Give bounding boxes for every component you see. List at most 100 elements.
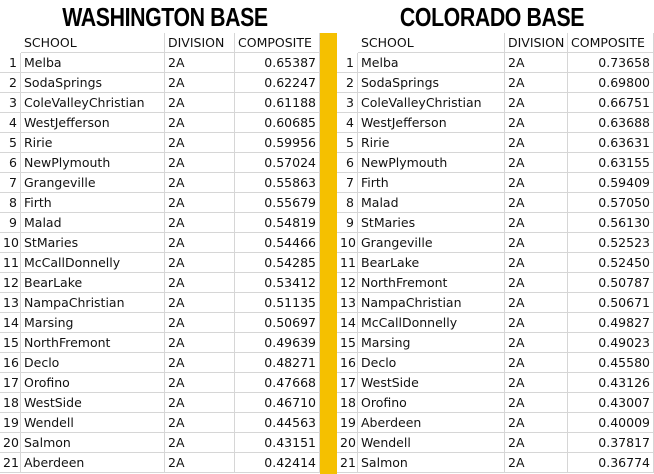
- composite: 0.59409: [568, 173, 654, 193]
- rank: 2: [337, 73, 358, 93]
- division: 2A: [505, 453, 568, 473]
- composite: 0.52450: [568, 253, 654, 273]
- composite: 0.73658: [568, 53, 654, 73]
- composite: 0.43126: [568, 373, 654, 393]
- school: WestJefferson: [358, 113, 505, 133]
- school: McCallDonnelly: [21, 253, 165, 273]
- school: SodaSprings: [358, 73, 505, 93]
- division: 2A: [165, 133, 235, 153]
- composite: 0.54285: [235, 253, 320, 273]
- divider-bar: [320, 33, 337, 474]
- school: WestSide: [21, 393, 165, 413]
- division: 2A: [505, 173, 568, 193]
- column-header: SCHOOL: [21, 33, 165, 53]
- school: Malad: [21, 213, 165, 233]
- school: Ririe: [21, 133, 165, 153]
- rank: 5: [337, 133, 358, 153]
- school: Salmon: [358, 453, 505, 473]
- division: 2A: [505, 293, 568, 313]
- division: 2A: [165, 293, 235, 313]
- school: McCallDonnelly: [358, 313, 505, 333]
- division: 2A: [165, 433, 235, 453]
- division: 2A: [165, 233, 235, 253]
- division: 2A: [165, 273, 235, 293]
- rank: 15: [0, 333, 21, 353]
- division: 2A: [505, 53, 568, 73]
- division: 2A: [505, 253, 568, 273]
- division: 2A: [505, 193, 568, 213]
- division: 2A: [165, 453, 235, 473]
- school: NewPlymouth: [358, 153, 505, 173]
- division: 2A: [505, 113, 568, 133]
- rank: 8: [0, 193, 21, 213]
- rank: 1: [0, 53, 21, 73]
- column-header: COMPOSITE: [568, 33, 654, 53]
- composite: 0.40009: [568, 413, 654, 433]
- rank: 10: [337, 233, 358, 253]
- division: 2A: [165, 353, 235, 373]
- rank: 7: [0, 173, 21, 193]
- composite: 0.55863: [235, 173, 320, 193]
- division: 2A: [165, 93, 235, 113]
- rank: 12: [337, 273, 358, 293]
- rank: 4: [0, 113, 21, 133]
- rank: 10: [0, 233, 21, 253]
- division: 2A: [505, 433, 568, 453]
- composite: 0.49827: [568, 313, 654, 333]
- rank: 18: [0, 393, 21, 413]
- composite: 0.59956: [235, 133, 320, 153]
- composite: 0.37817: [568, 433, 654, 453]
- composite: 0.57050: [568, 193, 654, 213]
- school: Malad: [358, 193, 505, 213]
- composite: 0.50697: [235, 313, 320, 333]
- school: StMaries: [358, 213, 505, 233]
- school: Marsing: [358, 333, 505, 353]
- rank: 13: [337, 293, 358, 313]
- rank: 17: [337, 373, 358, 393]
- composite: 0.51135: [235, 293, 320, 313]
- school: Melba: [21, 53, 165, 73]
- division: 2A: [165, 53, 235, 73]
- rank: 2: [0, 73, 21, 93]
- division: 2A: [505, 393, 568, 413]
- division: 2A: [165, 213, 235, 233]
- composite: 0.49639: [235, 333, 320, 353]
- composite: 0.49023: [568, 333, 654, 353]
- column-header: COMPOSITE: [235, 33, 320, 53]
- rank: 11: [337, 253, 358, 273]
- school: ColeValleyChristian: [21, 93, 165, 113]
- rank: 21: [337, 453, 358, 473]
- school: Declo: [358, 353, 505, 373]
- table-title: COLORADO BASE: [399, 2, 585, 32]
- division: 2A: [505, 413, 568, 433]
- composite: 0.46710: [235, 393, 320, 413]
- school: NorthFremont: [358, 273, 505, 293]
- school: NorthFremont: [21, 333, 165, 353]
- composite: 0.63688: [568, 113, 654, 133]
- composite: 0.50671: [568, 293, 654, 313]
- school: Aberdeen: [358, 413, 505, 433]
- school: Declo: [21, 353, 165, 373]
- composite: 0.60685: [235, 113, 320, 133]
- division: 2A: [165, 313, 235, 333]
- school: NampaChristian: [21, 293, 165, 313]
- composite: 0.61188: [235, 93, 320, 113]
- school: StMaries: [21, 233, 165, 253]
- division: 2A: [165, 333, 235, 353]
- school: BearLake: [21, 273, 165, 293]
- division: 2A: [505, 73, 568, 93]
- school: Firth: [358, 173, 505, 193]
- rank: 9: [337, 213, 358, 233]
- rank: 6: [337, 153, 358, 173]
- division: 2A: [165, 373, 235, 393]
- rank: 1: [337, 53, 358, 73]
- division: 2A: [505, 273, 568, 293]
- composite: 0.55679: [235, 193, 320, 213]
- school: ColeValleyChristian: [358, 93, 505, 113]
- composite: 0.52523: [568, 233, 654, 253]
- school: SodaSprings: [21, 73, 165, 93]
- rank: 18: [337, 393, 358, 413]
- rank: 6: [0, 153, 21, 173]
- school: NewPlymouth: [21, 153, 165, 173]
